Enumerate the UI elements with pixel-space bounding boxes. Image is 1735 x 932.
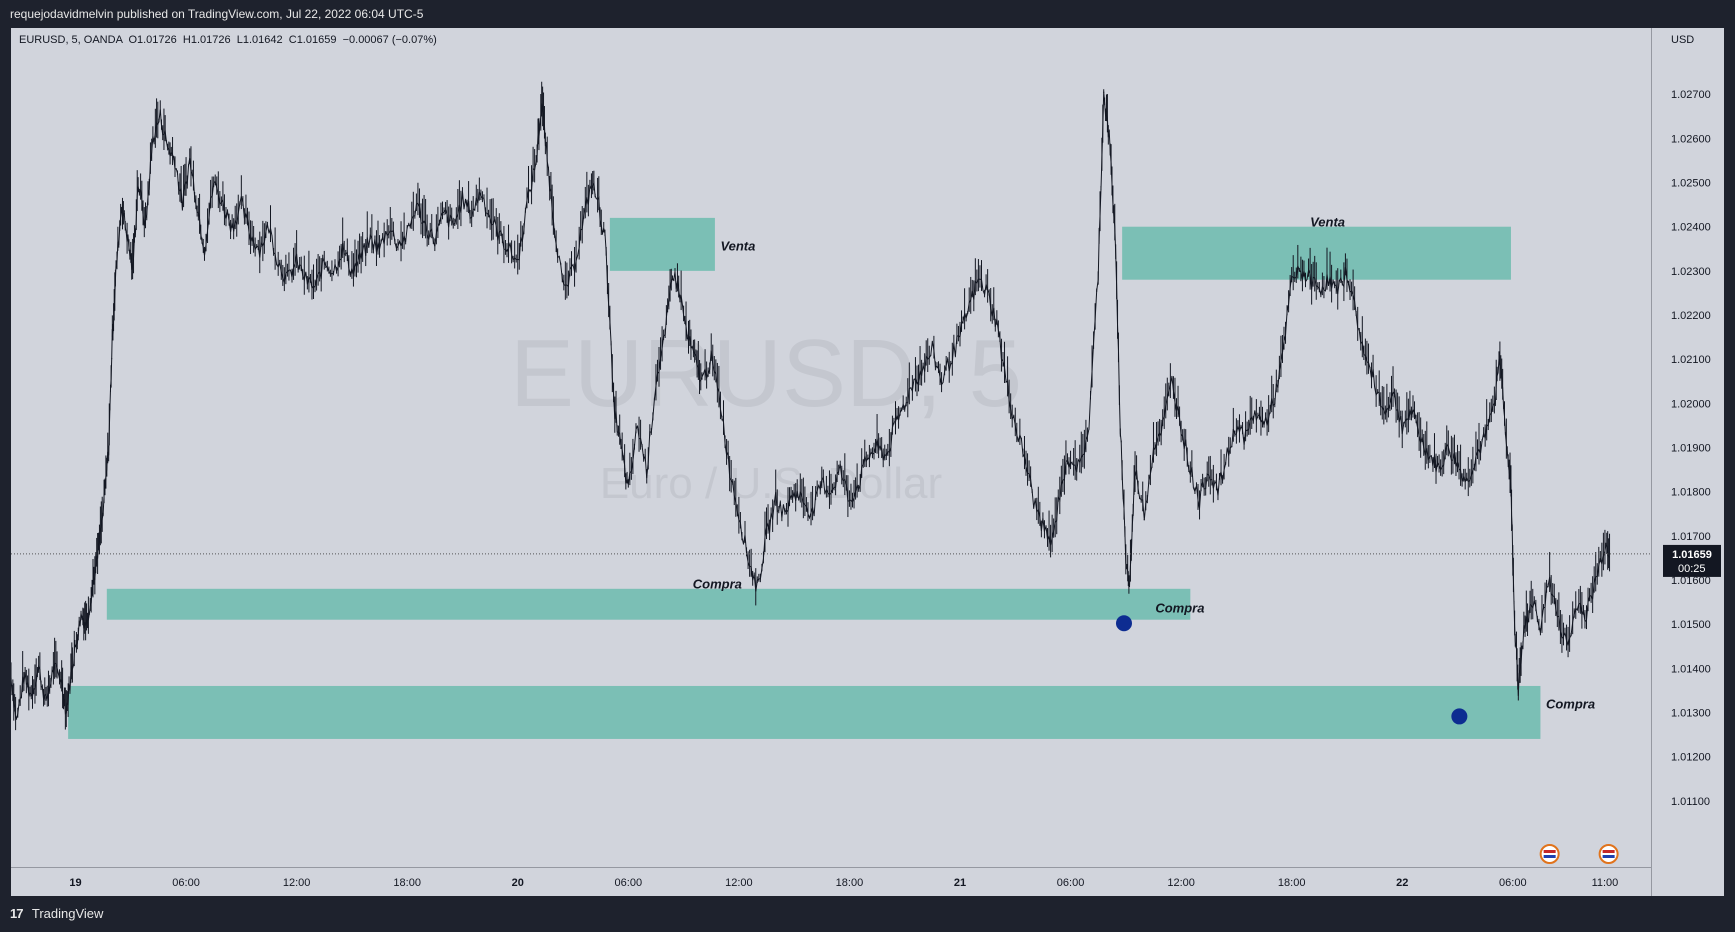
flag-stripe [1543, 850, 1556, 853]
zone-compra-2 [106, 588, 1191, 620]
price-axis[interactable]: 1.01100 1.01200 1.01300 1.01400 1.01500 1.016… [1671, 89, 1711, 808]
events-layer[interactable] [1539, 844, 1619, 864]
time-tick-label: 20 [512, 877, 524, 889]
time-tick-label: 11:00 [1592, 877, 1619, 889]
chart-area[interactable]: EURUSD, 5 Euro / U.S. Dollar Venta Venta C… [10, 28, 1724, 896]
time-tick-label: 06:00 [1057, 877, 1085, 889]
price-tick-label: 1.01600 [1671, 575, 1711, 587]
time-tick-label: 06:00 [172, 877, 200, 889]
price-tick-label: 1.01300 [1671, 707, 1711, 719]
price-tick-label: 1.01800 [1671, 487, 1711, 499]
time-axis[interactable]: 19 06:00 12:00 18:00 20 06:00 12:00 18:00 21 06:0… [69, 877, 1618, 889]
time-tick-label: 12:00 [1167, 877, 1195, 889]
publisher-text: requejodavidmelvin published on TradingV… [10, 7, 424, 21]
time-tick-label: 18:00 [1278, 877, 1306, 889]
price-tick-label: 1.02300 [1671, 266, 1711, 278]
footer-brand: TradingView [31, 906, 104, 921]
flag-stripe [1602, 850, 1615, 853]
flag-stripe [1602, 855, 1615, 858]
price-tick-label: 1.01700 [1671, 531, 1711, 543]
time-tick-label: 19 [69, 877, 81, 889]
ohlc-legend: EURUSD, 5, OANDA O1.01726 H1.01726 L1.01… [19, 34, 437, 46]
price-tick-label: 1.02700 [1671, 89, 1711, 101]
entry-marker-1 [1451, 708, 1468, 725]
price-tick-label: 1.01900 [1671, 443, 1711, 455]
entry-marker-0 [1115, 615, 1132, 632]
extra-label-0: Compra [1155, 601, 1204, 616]
price-tick-label: 1.02600 [1671, 133, 1711, 145]
price-tick-label: 1.02100 [1671, 354, 1711, 366]
price-tick-label: 1.01100 [1671, 796, 1710, 808]
publisher-header: requejodavidmelvin published on TradingV… [0, 0, 1735, 28]
footer-bar: 17 TradingView [0, 896, 1735, 932]
time-tick-label: 21 [954, 877, 966, 889]
high-value: H1.01726 [182, 34, 231, 46]
zone-labels-layer: Venta Venta Compra Compra Compra [693, 214, 1595, 711]
price-tick-label: 1.01200 [1671, 752, 1711, 764]
tradingview-logo-icon: 17 [10, 906, 24, 921]
low-value: L1.01642 [236, 34, 283, 46]
time-tick-label: 18:00 [836, 877, 864, 889]
zone-label-1: Venta [1310, 214, 1345, 229]
time-tick-label: 22 [1396, 877, 1408, 889]
zone-label-3: Compra [1546, 696, 1595, 711]
zone-label-2: Compra [693, 576, 742, 591]
close-value: C1.01659 [288, 34, 337, 46]
time-tick-label: 12:00 [283, 877, 311, 889]
price-line [10, 91, 1610, 720]
watermark: EURUSD, 5 Euro / U.S. Dollar [510, 320, 1022, 508]
currency-label[interactable]: USD [1671, 34, 1695, 46]
last-price-value: 1.01659 [1672, 549, 1712, 561]
watermark-description: Euro / U.S. Dollar [600, 459, 942, 508]
time-tick-label: 06:00 [615, 877, 643, 889]
change-value: −0.00067 (−0.07%) [342, 34, 437, 46]
price-tick-label: 1.02000 [1671, 398, 1711, 410]
price-series-layer [10, 81, 1611, 731]
zone-label-0: Venta [720, 239, 755, 254]
countdown-value: 00:25 [1678, 563, 1706, 575]
us-flag-icon-0[interactable] [1539, 844, 1560, 864]
time-tick-label: 18:00 [393, 877, 421, 889]
price-tick-label: 1.01400 [1671, 663, 1711, 675]
price-tick-label: 1.02200 [1671, 310, 1711, 322]
markers-layer [1115, 615, 1468, 725]
time-tick-label: 12:00 [725, 877, 753, 889]
price-tick-label: 1.01500 [1671, 619, 1711, 631]
symbol-line: EURUSD, 5, OANDA [19, 34, 123, 46]
zone-compra-3 [68, 685, 1541, 739]
time-axis-border [11, 867, 1651, 868]
time-tick-label: 06:00 [1499, 877, 1527, 889]
price-axis-border [1651, 28, 1652, 896]
zone-venta-0 [609, 217, 715, 271]
last-price-tag: 1.01659 00:25 [1663, 544, 1721, 577]
us-flag-icon-1[interactable] [1598, 844, 1619, 864]
zones-layer [68, 217, 1541, 739]
price-tick-label: 1.02500 [1671, 178, 1711, 190]
chart-svg[interactable]: EURUSD, 5 Euro / U.S. Dollar Venta Venta C… [10, 28, 1724, 896]
open-value: O1.01726 [128, 34, 177, 46]
flag-stripe [1543, 855, 1556, 858]
price-tick-label: 1.02400 [1671, 222, 1711, 234]
watermark-symbol: EURUSD, 5 [510, 320, 1022, 427]
